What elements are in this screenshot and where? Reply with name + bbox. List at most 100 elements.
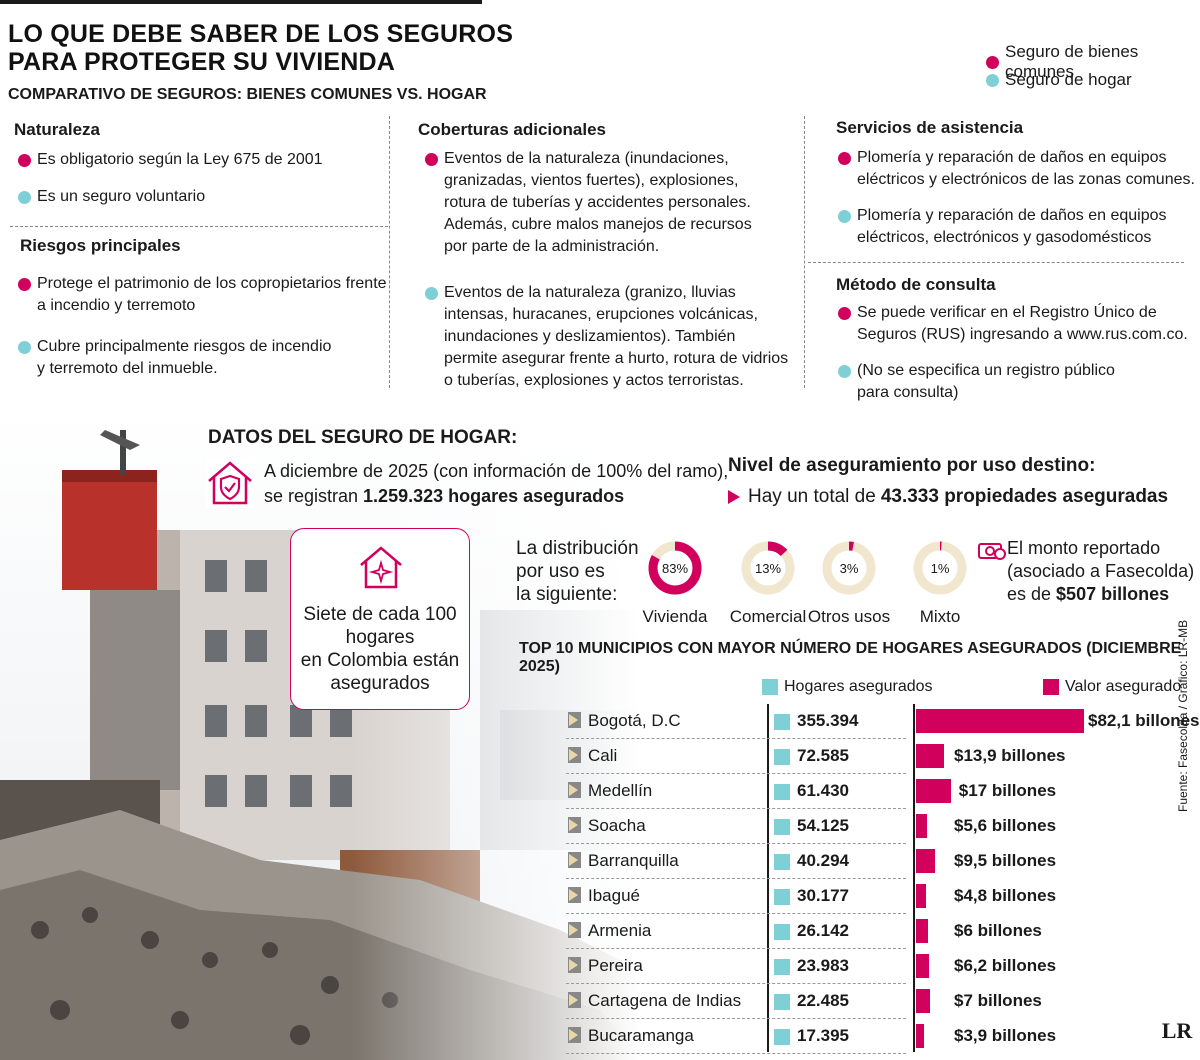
- row-divider: [566, 948, 906, 949]
- triangle-marker-icon: [568, 817, 581, 833]
- valor-label: $9,5 billones: [954, 851, 1057, 870]
- donut-percent-label: 1%: [931, 561, 950, 576]
- valor-label: $6,2 billones: [954, 956, 1057, 975]
- legend-valor: Valor asegurado: [1043, 678, 1181, 696]
- cyan-square-icon: [774, 714, 790, 730]
- row-divider: [566, 983, 906, 984]
- triangle-marker-icon: [568, 922, 581, 938]
- hogares-value: 23.983: [797, 956, 849, 975]
- triangle-marker-icon: [568, 852, 581, 868]
- valor-bar: [916, 849, 936, 873]
- city-label: Pereira: [588, 956, 643, 975]
- table-row: Barranquilla 40.294 $9,5 billones: [566, 844, 1200, 879]
- valor-label: $4,8 billones: [954, 886, 1057, 905]
- row-divider: [566, 808, 906, 809]
- hogares-value: 26.142: [797, 921, 849, 940]
- donut-slice-svg: 83%: [648, 541, 702, 595]
- donut-slice: [741, 541, 795, 595]
- valor-bar: [916, 954, 929, 978]
- donut-category-label: Otros usos: [807, 607, 891, 626]
- valor-bar: [916, 989, 931, 1013]
- legend-hogares: Hogares asegurados: [762, 678, 933, 696]
- magenta-dot-icon: [18, 154, 31, 167]
- hogares-value: 22.485: [797, 991, 849, 1010]
- cyan-dot-icon: [425, 287, 438, 300]
- house-shield-icon: [206, 458, 254, 508]
- cyan-square-icon: [774, 889, 790, 905]
- cyan-square-icon: [774, 854, 790, 870]
- row-divider: [566, 1053, 906, 1054]
- row-divider: [566, 913, 906, 914]
- lr-logo: LR: [1158, 1008, 1196, 1052]
- money-icon: [978, 543, 1006, 560]
- table-row: Armenia 26.142 $6 billones: [566, 914, 1200, 949]
- magenta-dot-icon: [425, 153, 438, 166]
- servicios-hogar: Plomería y reparación de daños en equipo…: [838, 205, 1167, 249]
- magenta-dot-icon: [18, 278, 31, 291]
- table-row: Pereira 23.983 $6,2 billones: [566, 949, 1200, 984]
- table-row: Bogotá, D.C 355.394 $82,1 billones: [566, 704, 1200, 739]
- donut-percent-label: 13%: [755, 561, 781, 576]
- servicios-bienes: Plomería y reparación de daños en equipo…: [838, 147, 1195, 191]
- source-credit: Fuente: Fasecolda / Gráfico: LR-MB: [1176, 619, 1190, 812]
- column-divider: [389, 116, 390, 388]
- donut-category-label: Comercial: [729, 607, 807, 626]
- donut-category-label: Mixto: [919, 607, 961, 626]
- hogares-value: 40.294: [797, 851, 849, 870]
- valor-label: $7 billones: [954, 991, 1042, 1010]
- valor-bar: [916, 1024, 924, 1048]
- coberturas-hogar: Eventos de la naturaleza (granizo, lluvi…: [425, 282, 788, 392]
- cyan-dot-icon: [18, 341, 31, 354]
- cyan-square-icon: [774, 994, 790, 1010]
- donut-vivienda: 83% Vivienda: [630, 536, 720, 627]
- coberturas-bienes: Eventos de la naturaleza (inundaciones, g…: [425, 148, 752, 258]
- comparison-subtitle: COMPARATIVO DE SEGUROS: BIENES COMUNES V…: [8, 86, 487, 103]
- card-text: Siete de cada 100 hogares en Colombia es…: [300, 604, 460, 694]
- donut-mixto: 1% Mixto: [895, 536, 985, 627]
- metodo-heading: Método de consulta: [836, 275, 996, 294]
- city-label: Barranquilla: [588, 851, 679, 870]
- triangle-marker-icon: [568, 782, 581, 798]
- cyan-dot-icon: [838, 210, 851, 223]
- riesgos-heading: Riesgos principales: [20, 236, 181, 255]
- hogares-value: 17.395: [797, 1026, 849, 1045]
- valor-bar: [916, 744, 945, 768]
- city-label: Bucaramanga: [588, 1026, 694, 1045]
- column-rule: [913, 704, 915, 1052]
- metodo-hogar: (No se especifica un registro público par…: [838, 360, 1115, 404]
- valor-bar: [916, 709, 1084, 733]
- cyan-dot-icon: [18, 191, 31, 204]
- servicios-heading: Servicios de asistencia: [836, 118, 1024, 137]
- cyan-square-icon: [774, 819, 790, 835]
- riesgos-hogar: Cubre principalmente riesgos de incendio…: [18, 336, 331, 380]
- donut-slice: [913, 541, 967, 595]
- row-divider: [566, 738, 906, 739]
- row-divider: [566, 878, 906, 879]
- nivel-total: Hay un total de 43.333 propiedades asegu…: [728, 486, 1168, 508]
- hogares-value: 72.585: [797, 746, 849, 765]
- valor-bar: [916, 884, 926, 908]
- valor-label: $13,9 billones: [954, 746, 1066, 765]
- table-row: Bucaramanga 17.395 $3,9 billones: [566, 1019, 1200, 1054]
- hogares-value: 54.125: [797, 816, 849, 835]
- distribution-label: La distribución por uso es la siguiente:: [516, 538, 639, 605]
- triangle-marker-icon: [568, 712, 581, 728]
- legend-bienes: Seguro de bienes comunes: [986, 42, 1200, 82]
- valor-label: $3,9 billones: [954, 1026, 1057, 1045]
- datos-text: A diciembre de 2025 (con información de …: [264, 461, 729, 506]
- donut-slice: [648, 541, 702, 595]
- house-sparkle-icon: [360, 546, 402, 589]
- valor-label: $6 billones: [954, 921, 1042, 940]
- cyan-square-icon: [774, 1029, 790, 1045]
- nivel-heading: Nivel de aseguramiento por uso destino:: [728, 455, 1096, 476]
- table-row: Medellín 61.430 $17 billones: [566, 774, 1200, 809]
- cyan-dot-icon: [986, 73, 999, 87]
- valor-bar: [916, 779, 951, 803]
- table-row: Ibagué 30.177 $4,8 billones: [566, 879, 1200, 914]
- donut-slice: [822, 541, 876, 595]
- triangle-bullet-icon: [728, 490, 740, 504]
- triangle-marker-icon: [568, 957, 581, 973]
- donut-comercial: 13% Comercial: [723, 536, 813, 627]
- row-divider: [566, 773, 906, 774]
- riesgos-bienes: Protege el patrimonio de los copropietar…: [18, 273, 387, 317]
